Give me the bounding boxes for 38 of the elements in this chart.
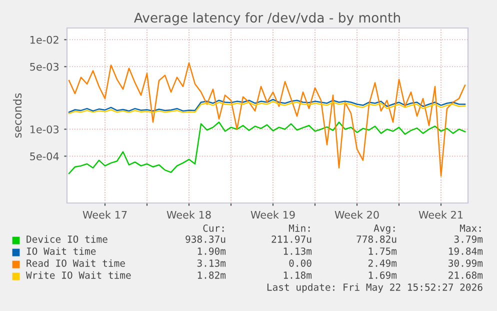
text: 1.90m xyxy=(198,247,226,255)
legend-label: Write IO Wait time xyxy=(26,271,131,279)
x-tick-label: Week 19 xyxy=(250,210,295,219)
text: Min: xyxy=(288,224,310,232)
text: Cur: xyxy=(203,224,224,232)
legend-label: Device IO time xyxy=(26,235,108,243)
line-series xyxy=(68,122,466,174)
text: Avg: xyxy=(374,224,395,234)
legend-label: Read IO Wait time xyxy=(26,259,125,267)
text: 30.99m xyxy=(448,259,483,267)
text: 0.00 xyxy=(289,259,312,267)
text: 2.49m xyxy=(368,259,397,267)
text: 19.84m xyxy=(449,247,483,255)
text: Max: xyxy=(460,224,481,232)
text: 1.69m xyxy=(368,271,397,279)
legend-label: IO Wait time xyxy=(26,247,96,255)
text: 1.13m xyxy=(284,247,312,255)
text: Last update: Fri May 22 15:52:27 2026 xyxy=(267,283,482,293)
y-tick-label: 1e-02 xyxy=(30,36,58,44)
text: 211.97u xyxy=(272,235,312,243)
text: 1.75m xyxy=(368,248,397,255)
x-tick-label: Week 18 xyxy=(166,210,211,219)
text: 778.82u xyxy=(356,235,396,243)
line-series xyxy=(68,62,466,177)
y-tick-label: 5e-04 xyxy=(30,152,59,160)
text: 938.37u xyxy=(186,235,226,243)
x-tick-label: Week 20 xyxy=(334,210,379,219)
text: 3.13m xyxy=(197,259,226,267)
y-tick-label: 1e-03 xyxy=(30,125,59,134)
y-axis-title: seconds xyxy=(13,93,22,138)
x-tick-label: Week 17 xyxy=(82,210,127,219)
text: 1.18m xyxy=(284,271,312,279)
text: 1.82m xyxy=(198,271,226,279)
y-tick-label: 5e-03 xyxy=(30,62,59,71)
text: 21.68m xyxy=(448,271,483,279)
x-tick-label: Week 21 xyxy=(418,210,463,219)
chart-title: Average latency for /dev/vda - by month xyxy=(134,12,400,26)
text: 3.79m xyxy=(454,235,483,243)
